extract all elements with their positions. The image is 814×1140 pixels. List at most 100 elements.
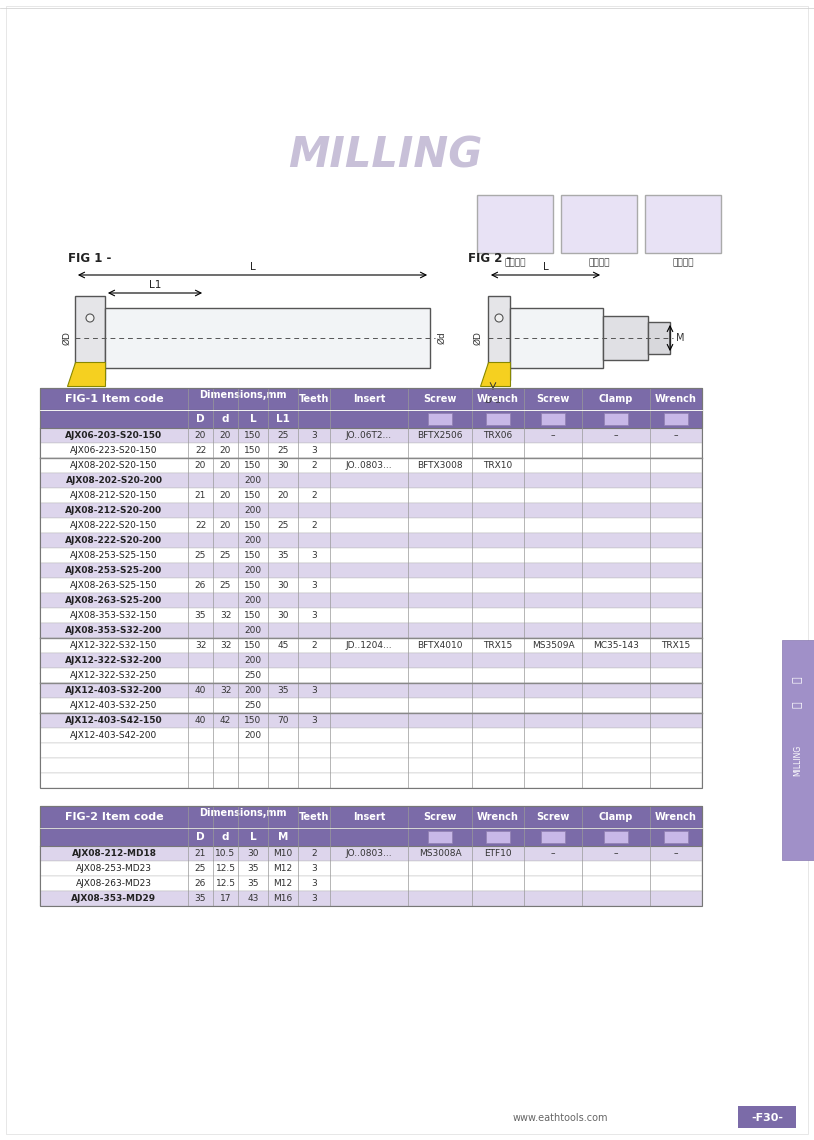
Text: 32: 32 xyxy=(195,641,206,650)
Text: AJX08-353-S32-150: AJX08-353-S32-150 xyxy=(70,611,158,620)
Text: Wrench: Wrench xyxy=(477,394,519,404)
Text: –: – xyxy=(674,431,678,440)
Text: ØD: ØD xyxy=(63,331,72,345)
Text: M12: M12 xyxy=(274,864,292,873)
Text: TRX15: TRX15 xyxy=(661,641,690,650)
Text: 150: 150 xyxy=(244,716,261,725)
Text: Teeth: Teeth xyxy=(299,812,329,822)
Text: 30: 30 xyxy=(278,461,289,470)
Text: 70: 70 xyxy=(278,716,289,725)
Bar xyxy=(40,593,702,608)
Bar xyxy=(40,503,702,518)
Text: 150: 150 xyxy=(244,431,261,440)
Text: Teeth: Teeth xyxy=(299,394,329,404)
Bar xyxy=(510,308,603,368)
Text: ØD: ØD xyxy=(474,331,483,345)
Text: 35: 35 xyxy=(247,864,259,873)
Text: 10.5: 10.5 xyxy=(216,849,235,858)
Text: L: L xyxy=(250,832,256,842)
Bar xyxy=(428,413,452,425)
Bar xyxy=(488,296,510,380)
Text: 3: 3 xyxy=(311,446,317,455)
Text: Insert: Insert xyxy=(352,812,385,822)
Text: ETF10: ETF10 xyxy=(484,849,512,858)
Text: TRX10: TRX10 xyxy=(484,461,513,470)
Text: AJX08-202-S20-150: AJX08-202-S20-150 xyxy=(70,461,158,470)
Text: 43: 43 xyxy=(247,894,259,903)
Text: 30: 30 xyxy=(278,611,289,620)
Bar xyxy=(40,668,702,683)
Text: 20: 20 xyxy=(195,431,206,440)
Text: 20: 20 xyxy=(195,461,206,470)
Text: AJX12-322-S32-200: AJX12-322-S32-200 xyxy=(65,656,163,665)
Circle shape xyxy=(495,314,503,321)
Text: Wrench: Wrench xyxy=(655,394,697,404)
Text: 25: 25 xyxy=(220,551,231,560)
Text: FIG-1 Item code: FIG-1 Item code xyxy=(64,394,164,404)
Text: JD..1204...: JD..1204... xyxy=(346,641,392,650)
Text: AJX12-403-S42-200: AJX12-403-S42-200 xyxy=(70,731,158,740)
Text: d: d xyxy=(221,414,230,424)
Text: 200: 200 xyxy=(244,731,261,740)
Text: 21: 21 xyxy=(195,849,206,858)
Text: Wrench: Wrench xyxy=(655,812,697,822)
Text: AJX06-203-S20-150: AJX06-203-S20-150 xyxy=(65,431,163,440)
Bar xyxy=(40,758,702,773)
Text: FIG 2 -: FIG 2 - xyxy=(468,252,511,264)
Bar xyxy=(40,861,702,876)
Text: 200: 200 xyxy=(244,656,261,665)
Text: Screw: Screw xyxy=(423,812,457,822)
Text: 42: 42 xyxy=(220,716,231,725)
Bar xyxy=(664,831,688,842)
Text: AJX12-403-S32-250: AJX12-403-S32-250 xyxy=(70,701,158,710)
Text: TRX06: TRX06 xyxy=(484,431,513,440)
Text: 20: 20 xyxy=(220,431,231,440)
Text: Dimensions,mm: Dimensions,mm xyxy=(199,390,287,400)
Bar xyxy=(645,195,721,253)
Text: AJX12-322-S32-250: AJX12-322-S32-250 xyxy=(70,671,158,679)
Bar xyxy=(40,622,702,638)
Text: 200: 200 xyxy=(244,506,261,515)
Bar xyxy=(486,831,510,842)
Bar xyxy=(40,548,702,563)
Text: MC35-143: MC35-143 xyxy=(593,641,639,650)
Text: 22: 22 xyxy=(195,521,206,530)
Bar xyxy=(541,831,565,842)
Text: AJX12-322-S32-150: AJX12-322-S32-150 xyxy=(70,641,158,650)
Text: TRX15: TRX15 xyxy=(484,641,513,650)
Text: 45: 45 xyxy=(278,641,289,650)
Text: 3: 3 xyxy=(311,611,317,620)
Text: 26: 26 xyxy=(195,879,206,888)
Text: 32: 32 xyxy=(220,686,231,695)
Text: 2: 2 xyxy=(311,491,317,500)
Text: Screw: Screw xyxy=(423,394,457,404)
Text: 40: 40 xyxy=(195,716,206,725)
Text: –: – xyxy=(614,849,619,858)
Text: AJX08-212-MD18: AJX08-212-MD18 xyxy=(72,849,156,858)
Text: AJX08-222-S20-150: AJX08-222-S20-150 xyxy=(70,521,158,530)
Bar xyxy=(40,563,702,578)
Text: 32: 32 xyxy=(220,611,231,620)
Text: 25: 25 xyxy=(195,864,206,873)
Text: 200: 200 xyxy=(244,596,261,605)
Text: BFTX2506: BFTX2506 xyxy=(418,431,462,440)
Bar xyxy=(40,488,702,503)
Polygon shape xyxy=(67,363,105,386)
Text: FIG 1 -: FIG 1 - xyxy=(68,252,112,264)
Text: www.eathtools.com: www.eathtools.com xyxy=(512,1113,608,1123)
Text: L: L xyxy=(250,414,256,424)
Text: AJX08-253-S25-200: AJX08-253-S25-200 xyxy=(65,565,163,575)
Text: 3: 3 xyxy=(311,431,317,440)
Text: AJX08-253-MD23: AJX08-253-MD23 xyxy=(76,864,152,873)
Text: 32: 32 xyxy=(220,641,231,650)
Text: 30: 30 xyxy=(278,581,289,591)
Bar xyxy=(40,846,702,861)
Text: 3: 3 xyxy=(311,716,317,725)
Text: 25: 25 xyxy=(278,446,289,455)
Text: Insert: Insert xyxy=(352,394,385,404)
Bar xyxy=(40,712,702,728)
Text: MS3008A: MS3008A xyxy=(418,849,462,858)
Text: 20: 20 xyxy=(220,461,231,470)
Bar xyxy=(648,321,670,355)
Text: 3: 3 xyxy=(311,686,317,695)
